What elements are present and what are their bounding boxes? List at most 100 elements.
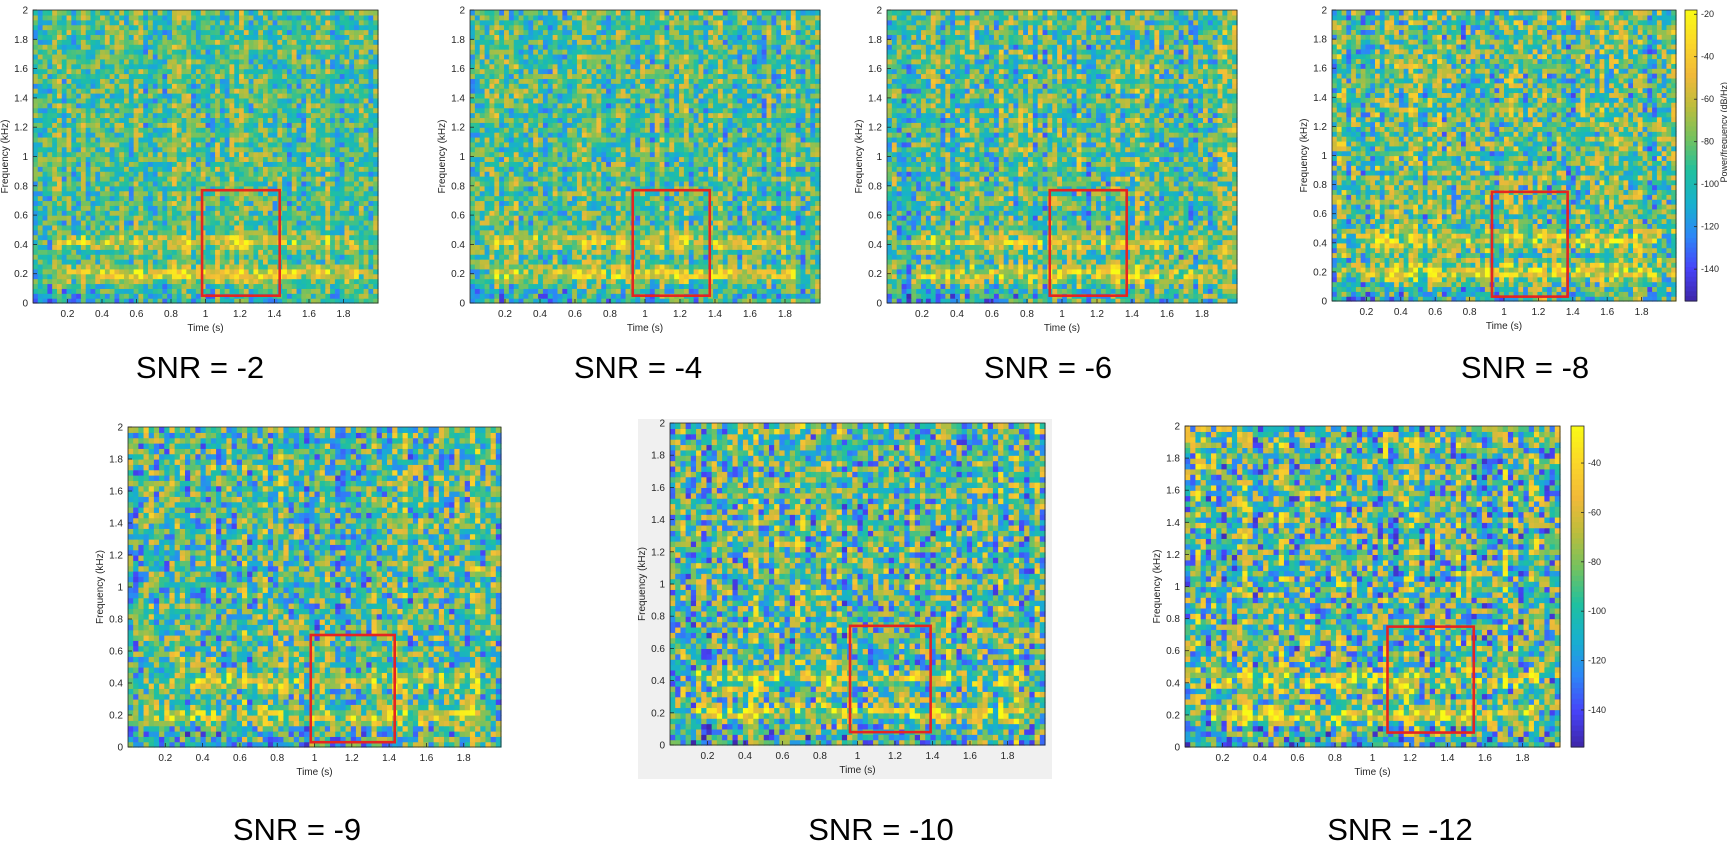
spectrogram-cell (37, 53, 44, 60)
spectrogram-cell (76, 278, 82, 285)
spectrogram-cell (191, 234, 197, 241)
spectrogram-cell (157, 97, 163, 104)
spectrogram-cell (282, 146, 288, 153)
spectrogram-cell (119, 195, 125, 202)
spectrogram-cell (358, 259, 365, 265)
spectrogram-cell (310, 166, 317, 172)
spectrogram-cell (669, 263, 675, 270)
spectrogram-cell (224, 141, 231, 148)
spectrogram-cell (148, 288, 154, 294)
spectrogram-cell (267, 215, 274, 221)
spectrogram-cell (354, 117, 360, 123)
spectrogram-cell (191, 288, 197, 294)
spectrogram-cell (291, 29, 298, 36)
spectrogram-cell (100, 239, 106, 245)
spectrogram-cell (143, 117, 149, 123)
spectrogram-cell (95, 244, 101, 250)
spectrogram-cell (320, 83, 326, 89)
spectrogram-cell (258, 180, 264, 187)
spectrogram-cell (210, 102, 216, 109)
spectrogram-cell (234, 254, 240, 260)
spectrogram-cell (162, 224, 168, 231)
spectrogram-cell (277, 127, 283, 133)
spectrogram-cell (320, 127, 326, 133)
spectrogram-cell (61, 112, 68, 119)
spectrogram-cell (363, 19, 370, 26)
spectrogram-cell (205, 176, 211, 182)
spectrogram-cell (306, 195, 312, 202)
spectrogram-cell (95, 49, 101, 55)
spectrogram-cell (61, 215, 68, 221)
spectrogram-cell (344, 254, 350, 260)
spectrogram-cell (354, 234, 360, 241)
y-tick-label: 0.6 (14, 211, 28, 222)
spectrogram-cell (601, 273, 607, 280)
spectrogram-cell (693, 283, 700, 289)
spectrogram-cell (162, 288, 168, 294)
spectrogram-cell (80, 146, 87, 153)
spectrogram-cell (358, 58, 365, 65)
spectrogram-cell (52, 97, 58, 104)
spectrogram-cell (282, 78, 288, 84)
spectrogram-cell (210, 141, 216, 148)
spectrogram-cell (152, 78, 159, 84)
spectrogram-cell (143, 127, 149, 133)
spectrogram-cell (200, 53, 207, 60)
spectrogram-cell (267, 97, 274, 104)
spectrogram-cell (474, 288, 481, 294)
spectrogram-cell (80, 24, 87, 31)
spectrogram-cell (267, 278, 274, 285)
spectrogram-cell (71, 141, 77, 148)
spectrogram-cell (95, 205, 101, 211)
spectrogram-cell (253, 107, 259, 114)
spectrogram-cell (315, 239, 322, 245)
spectrogram-cell (219, 278, 226, 285)
spectrogram-cell (296, 283, 302, 289)
spectrogram-cell (109, 171, 116, 177)
spectrogram-cell (42, 239, 48, 245)
spectrogram-cell (320, 268, 326, 275)
spectrogram-cell (358, 215, 365, 221)
spectrogram-cell (100, 176, 106, 182)
spectrogram-cell (133, 210, 140, 216)
spectrogram-cell (71, 244, 77, 250)
spectrogram-cell (567, 263, 573, 270)
spectrogram-cell (181, 24, 187, 31)
spectrogram-cell (640, 298, 646, 304)
spectrogram-cell (267, 259, 274, 265)
spectrogram-cell (576, 278, 583, 285)
spectrogram-cell (552, 283, 559, 289)
spectrogram-cell (171, 132, 178, 138)
spectrogram-cell (176, 117, 183, 123)
spectrogram-cell (56, 127, 63, 133)
spectrogram-cell (52, 244, 58, 250)
spectrogram-cell (282, 259, 288, 265)
spectrogram-cell (243, 63, 250, 70)
spectrogram-cell (37, 171, 44, 177)
spectrogram-cell (138, 263, 144, 270)
spectrogram-cell (152, 29, 159, 36)
spectrogram-cell (47, 73, 53, 79)
spectrogram-cell (205, 195, 211, 202)
spectrogram-cell (71, 39, 77, 45)
spectrogram-cell (649, 278, 656, 285)
spectrogram-cell (171, 44, 178, 50)
spectrogram-cell (138, 53, 144, 60)
spectrogram-cell (349, 39, 355, 45)
spectrogram-cell (205, 268, 211, 275)
spectrogram-cell (272, 239, 278, 245)
spectrogram-cell (42, 117, 48, 123)
spectrogram-cell (253, 171, 259, 177)
spectrogram-cell (37, 127, 44, 133)
spectrogram-cell (143, 234, 149, 241)
spectrogram-cell (282, 161, 288, 167)
spectrogram-cell (229, 10, 235, 16)
spectrogram-cell (291, 78, 298, 84)
spectrogram-cell (215, 156, 221, 162)
spectrogram-cell (291, 132, 298, 138)
spectrogram-cell (171, 127, 178, 133)
spectrogram-cell (66, 122, 72, 128)
spectrogram-cell (215, 254, 221, 260)
spectrogram-cell (104, 39, 111, 45)
spectrogram-cell (334, 166, 341, 172)
